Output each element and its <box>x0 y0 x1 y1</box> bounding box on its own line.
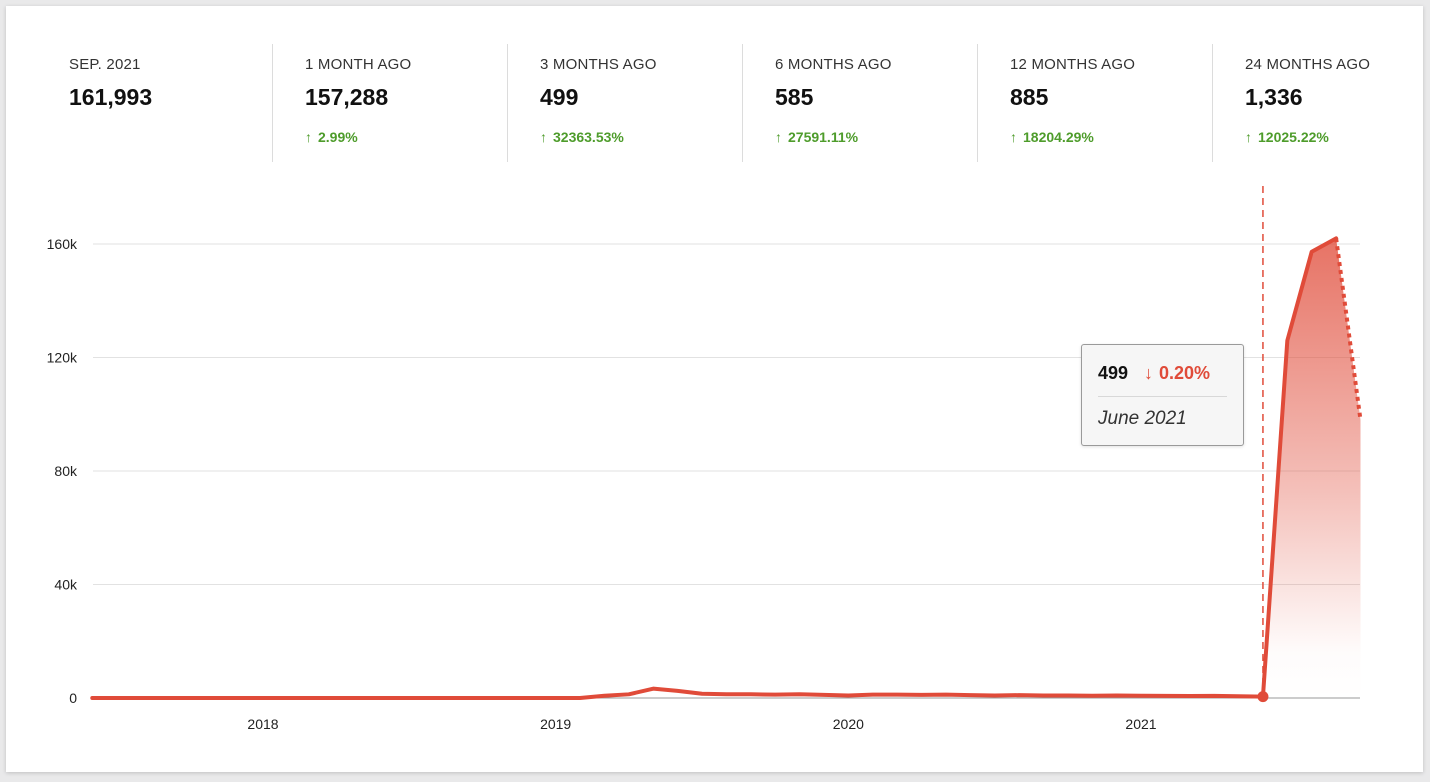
x-tick-label: 2021 <box>1125 716 1156 732</box>
stat-change: ↑ 32363.53% <box>540 129 624 145</box>
stat-label: 3 MONTHS AGO <box>540 56 657 73</box>
stat-change-value: 32363.53% <box>553 129 624 145</box>
stat-change: ↑ 2.99% <box>305 129 358 145</box>
y-tick-label: 120k <box>47 350 78 366</box>
stat-current: SEP. 2021 161,993 <box>43 44 278 162</box>
y-tick-label: 0 <box>69 690 77 706</box>
stat-3-months-ago: 3 MONTHS AGO 499 ↑ 32363.53% <box>507 44 742 162</box>
stat-change: ↑ 27591.11% <box>775 129 858 145</box>
arrow-up-icon: ↑ <box>1245 129 1252 145</box>
stat-label: SEP. 2021 <box>69 56 141 73</box>
stat-label: 12 MONTHS AGO <box>1010 56 1136 73</box>
y-tick-label: 80k <box>54 463 78 479</box>
y-tick-label: 40k <box>54 577 78 593</box>
series-line <box>90 236 1339 700</box>
stat-change-value: 27591.11% <box>788 129 859 145</box>
stat-value: 499 <box>540 84 579 110</box>
series-line-projected <box>1334 238 1363 421</box>
stat-value: 157,288 <box>305 84 389 110</box>
arrow-up-icon: ↑ <box>775 129 782 145</box>
stat-12-months-ago: 12 MONTHS AGO 885 ↑ 18204.29% <box>977 44 1212 162</box>
arrow-down-icon: ↓ <box>1144 363 1153 383</box>
tooltip-date: June 2021 <box>1098 408 1187 429</box>
stats-row: SEP. 2021 161,993 1 MONTH AGO 157,288 ↑ 2… <box>6 44 1423 162</box>
stat-label: 6 MONTHS AGO <box>775 56 892 73</box>
stat-change: ↑ 18204.29% <box>1010 129 1094 145</box>
tooltip-value: 499 <box>1098 363 1129 383</box>
arrow-up-icon: ↑ <box>540 129 547 145</box>
stat-1-month-ago: 1 MONTH AGO 157,288 ↑ 2.99% <box>272 44 507 162</box>
x-tick-label: 2020 <box>833 716 864 732</box>
stat-6-months-ago: 6 MONTHS AGO 585 ↑ 27591.11% <box>742 44 977 162</box>
chart-tooltip: 499 ↓ 0.20% June 2021 <box>1081 344 1244 446</box>
stat-label: 1 MONTH AGO <box>305 56 412 73</box>
stat-change-value: 2.99% <box>318 129 358 145</box>
stat-change-value: 18204.29% <box>1023 129 1094 145</box>
arrow-up-icon: ↑ <box>305 129 312 145</box>
highlight-point <box>1257 691 1269 703</box>
stat-change-value: 12025.22% <box>1258 129 1329 145</box>
stat-value: 1,336 <box>1245 84 1303 110</box>
stat-value: 161,993 <box>69 84 153 110</box>
x-tick-label: 2018 <box>247 716 278 732</box>
stat-24-months-ago: 24 MONTHS AGO 1,336 ↑ 12025.22% <box>1212 44 1423 162</box>
x-tick-label: 2019 <box>540 716 571 732</box>
tooltip-change-value: 0.20% <box>1159 363 1211 383</box>
arrow-up-icon: ↑ <box>1010 129 1017 145</box>
y-tick-label: 160k <box>47 236 78 252</box>
stat-label: 24 MONTHS AGO <box>1245 56 1371 73</box>
tooltip-divider <box>1098 396 1227 397</box>
stat-value: 585 <box>775 84 814 110</box>
stat-value: 885 <box>1010 84 1049 110</box>
tooltip-change: ↓ 0.20% <box>1144 363 1210 384</box>
stat-change: ↑ 12025.22% <box>1245 129 1329 145</box>
